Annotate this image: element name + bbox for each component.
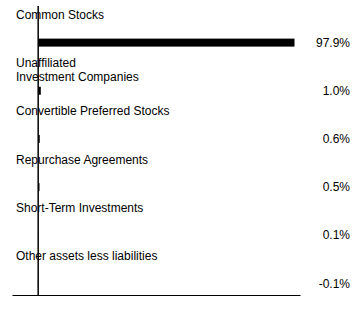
- category-label: Other assets less liabilities: [16, 249, 157, 263]
- axis-line: [13, 295, 301, 296]
- data-label: -0.1%: [319, 277, 351, 291]
- category-label: Convertible Preferred Stocks: [16, 104, 169, 118]
- category-label: Short-Term Investments: [16, 201, 143, 215]
- data-label: 97.9%: [316, 36, 350, 50]
- x-axis: [13, 295, 301, 296]
- category-label: Repurchase Agreements: [16, 153, 148, 167]
- category-label: UnaffiliatedInvestment Companies: [16, 56, 139, 84]
- bar: [38, 39, 294, 47]
- data-label: 0.5%: [323, 180, 351, 194]
- chart: Common Stocks UnaffiliatedInvestment Comp…: [0, 0, 360, 315]
- data-label: 0.6%: [323, 132, 351, 146]
- data-label: 0.1%: [323, 228, 351, 242]
- category-label: Common Stocks: [16, 8, 104, 22]
- category-labels: Common Stocks UnaffiliatedInvestment Comp…: [16, 8, 169, 263]
- data-labels: 97.9% 1.0% 0.6% 0.5% 0.1% -0.1%: [316, 36, 350, 291]
- data-label: 1.0%: [323, 84, 351, 98]
